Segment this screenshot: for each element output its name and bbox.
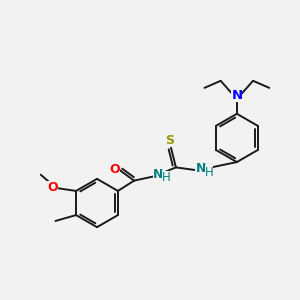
Text: N: N [196, 162, 206, 175]
Text: N: N [153, 168, 164, 181]
Text: N: N [231, 89, 242, 102]
Text: O: O [110, 163, 120, 176]
Text: H: H [205, 166, 213, 179]
Text: H: H [161, 171, 170, 184]
Text: S: S [165, 134, 174, 147]
Text: O: O [47, 181, 58, 194]
